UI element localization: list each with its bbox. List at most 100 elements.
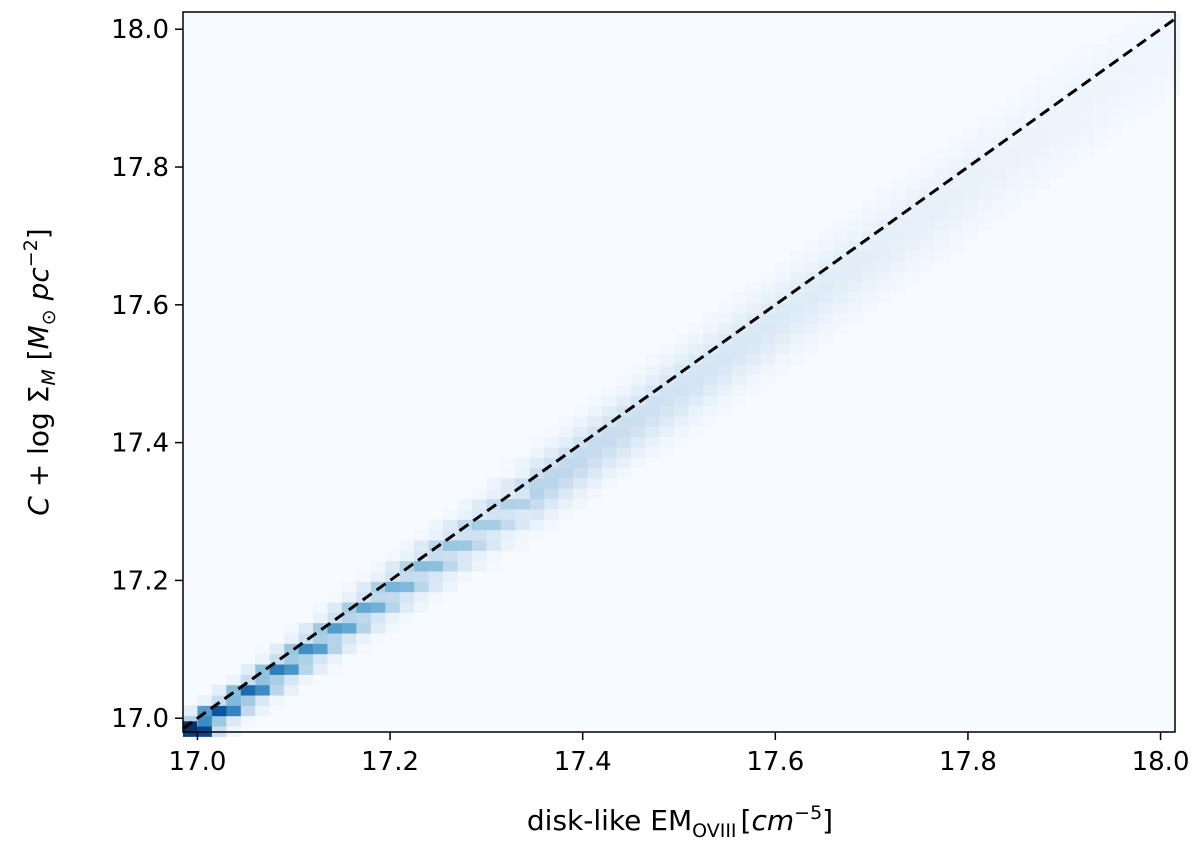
heatmap-cell <box>471 498 487 510</box>
heatmap-cell <box>1136 95 1152 107</box>
heatmap-cell <box>717 364 733 376</box>
heatmap-cell <box>789 250 805 262</box>
heatmap-cell <box>428 581 444 593</box>
heatmap-cell <box>890 230 906 241</box>
heatmap-cell <box>717 354 733 365</box>
heatmap-cell <box>674 416 690 427</box>
heatmap-cell <box>674 395 690 407</box>
heatmap-cell <box>1107 95 1123 107</box>
heatmap-cell <box>327 622 343 634</box>
heatmap-cell <box>905 178 921 190</box>
heatmap-cell <box>1020 137 1036 148</box>
heatmap-cell <box>211 695 227 706</box>
heatmap-cell <box>601 457 617 469</box>
heatmap-cell <box>775 323 791 334</box>
heatmap-cell <box>847 230 863 241</box>
heatmap-cell <box>183 715 198 727</box>
heatmap-cell <box>1035 75 1051 86</box>
heatmap-cell <box>240 715 256 727</box>
heatmap-cell <box>269 684 285 696</box>
heatmap-cell <box>804 302 820 314</box>
heatmap-cell <box>992 178 1007 190</box>
heatmap-cell <box>558 426 574 438</box>
heatmap-cell <box>197 715 213 727</box>
heatmap-cell <box>269 643 285 655</box>
heatmap-cell <box>356 622 372 634</box>
heatmap-cell <box>1093 116 1108 128</box>
heatmap-cell <box>818 261 834 272</box>
heatmap-cell <box>443 560 458 572</box>
heatmap-cell <box>385 550 401 562</box>
heatmap-cell <box>963 178 978 190</box>
heatmap-cell <box>746 302 762 314</box>
heatmap-cell <box>1150 85 1166 97</box>
heatmap-cell <box>1035 147 1051 159</box>
heatmap-cell <box>1136 54 1152 66</box>
heatmap-cell <box>1093 85 1108 97</box>
heatmap-cell <box>934 209 950 221</box>
heatmap-cell <box>717 302 733 314</box>
heatmap-cell <box>630 385 646 396</box>
heatmap-cell <box>659 374 675 386</box>
heatmap-cell <box>659 416 675 427</box>
heatmap-cell <box>760 354 776 365</box>
heatmap-cell <box>471 519 487 531</box>
heatmap-cell <box>963 230 978 241</box>
heatmap-cell <box>587 457 603 469</box>
heatmap-cell <box>529 467 545 479</box>
heatmap-cell <box>1122 44 1137 55</box>
heatmap-cell <box>269 695 285 706</box>
heatmap-cell <box>587 467 603 479</box>
heatmap-cell <box>746 343 762 355</box>
heatmap-cell <box>890 281 906 293</box>
heatmap-cell <box>992 188 1007 200</box>
heatmap-cell <box>905 188 921 200</box>
heatmap-cell <box>385 591 401 603</box>
heatmap-cell <box>183 705 198 717</box>
heatmap-cell <box>861 230 877 241</box>
heatmap-cell <box>486 519 502 531</box>
heatmap-cell <box>804 240 820 252</box>
heatmap-cell <box>443 571 458 582</box>
heatmap-cell <box>544 478 560 489</box>
heatmap-cell <box>226 705 242 717</box>
heatmap-cell <box>703 343 718 355</box>
heatmap-cell <box>269 674 285 686</box>
heatmap-cell <box>746 323 762 334</box>
heatmap-cell <box>356 571 372 582</box>
heatmap-cell <box>587 488 603 500</box>
heatmap-cell <box>356 643 372 655</box>
heatmap-cell <box>443 529 458 541</box>
heatmap-cell <box>630 364 646 376</box>
heatmap-cell <box>760 323 776 334</box>
heatmap-cell <box>919 209 935 221</box>
heatmap-cell <box>298 622 314 634</box>
heatmap-cell <box>789 333 805 345</box>
heatmap-cell <box>746 354 762 365</box>
heatmap-cell <box>876 188 892 200</box>
heatmap-cell <box>963 147 978 159</box>
heatmap-cell <box>645 436 661 448</box>
heatmap-cell <box>255 643 271 655</box>
heatmap-cell <box>890 261 906 272</box>
heatmap-cell <box>731 374 747 386</box>
heatmap-cell <box>876 230 892 241</box>
heatmap-cell <box>760 333 776 345</box>
heatmap-cell <box>1107 75 1123 86</box>
heatmap-cell <box>399 612 415 624</box>
heatmap-cell <box>731 302 747 314</box>
heatmap-cell <box>529 529 545 541</box>
heatmap-cell <box>457 498 473 510</box>
heatmap-cell <box>775 302 791 314</box>
heatmap-cell <box>1093 106 1108 117</box>
heatmap-cell <box>385 622 401 634</box>
heatmap-cell <box>616 395 632 407</box>
heatmap-cell <box>934 157 950 169</box>
heatmap-cell <box>428 591 444 603</box>
heatmap-cell <box>1020 126 1036 138</box>
heatmap-cell <box>1006 147 1022 159</box>
heatmap-cell <box>327 612 343 624</box>
heatmap-cell <box>659 447 675 458</box>
heatmap-cell <box>1150 33 1166 45</box>
heatmap-cell <box>818 333 834 345</box>
